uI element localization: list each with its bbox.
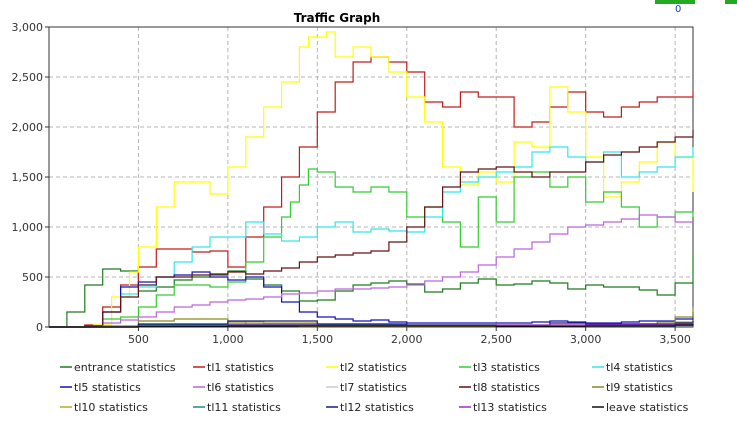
y-tick-label: 0 — [36, 321, 43, 334]
series-line-6 — [49, 271, 694, 328]
x-tick-label: 2,500 — [480, 333, 512, 346]
legend-label: tl5 statistics — [74, 381, 141, 394]
x-tick-label: 500 — [128, 333, 149, 346]
badge-count: 0 — [675, 4, 682, 15]
y-tick-label: 500 — [22, 271, 43, 284]
status-bar-left — [655, 0, 695, 4]
series-line-9 — [49, 130, 694, 328]
legend-label: tl12 statistics — [340, 401, 414, 414]
x-tick-label: 2,000 — [391, 333, 423, 346]
legend-label: tl10 statistics — [74, 401, 148, 414]
status-bar-right — [725, 0, 737, 4]
y-tick-label: 2,000 — [12, 121, 44, 134]
x-tick-label: 1,000 — [212, 333, 244, 346]
axes: 0 500 1,000 1,500 2,000 2,500 3,000 500 1,000 1,5… — [12, 21, 691, 346]
legend-label: tl6 statistics — [207, 381, 274, 394]
y-tick-label: 1,500 — [12, 171, 44, 184]
legend-label: tl2 statistics — [340, 361, 407, 374]
x-tick-label: 1,500 — [302, 333, 334, 346]
legend-label: tl9 statistics — [606, 381, 673, 394]
x-tick-label: 3,000 — [570, 333, 602, 346]
series-lines — [49, 31, 694, 328]
legend-label: tl8 statistics — [473, 381, 540, 394]
series-line-1 — [49, 254, 694, 328]
legend-label: tl11 statistics — [207, 401, 281, 414]
series-line-4 — [49, 168, 694, 328]
series-line-15 — [49, 324, 694, 328]
legend-label: tl4 statistics — [606, 361, 673, 374]
legend-label: tl7 statistics — [340, 381, 407, 394]
legend-label: entrance statistics — [74, 361, 176, 374]
series-line-5 — [49, 146, 694, 328]
y-tick-label: 2,500 — [12, 71, 44, 84]
legend-label: leave statistics — [606, 401, 689, 414]
legend-label: tl1 statistics — [207, 361, 274, 374]
series-line-7 — [49, 214, 693, 328]
legend-label: tl3 statistics — [473, 361, 540, 374]
y-tick-label: 1,000 — [12, 221, 44, 234]
x-tick-label: 3,500 — [659, 333, 691, 346]
y-tick-label: 3,000 — [12, 21, 44, 34]
chart-title: Traffic Graph — [294, 11, 381, 25]
legend: entrance statistics tl1 statistics tl2 sta… — [60, 361, 689, 414]
legend-label: tl13 statistics — [473, 401, 547, 414]
